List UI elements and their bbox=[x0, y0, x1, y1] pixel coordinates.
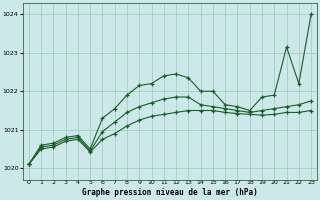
X-axis label: Graphe pression niveau de la mer (hPa): Graphe pression niveau de la mer (hPa) bbox=[82, 188, 258, 197]
